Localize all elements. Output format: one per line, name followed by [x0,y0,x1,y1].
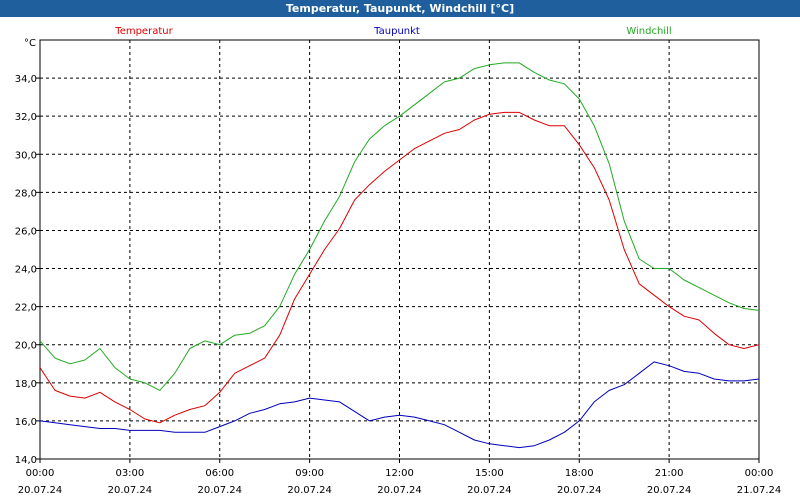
y-tick-label: 32,0 [15,112,37,123]
series-line-windchill [39,62,760,391]
x-tick-time-label: 12:00 [385,468,414,479]
x-tick-time-label: 00:00 [745,468,774,479]
chart-title: Temperatur, Taupunkt, Windchill [°C] [0,0,800,17]
legend-windchill: Windchill [626,26,671,37]
series-line-taupunkt [39,361,760,449]
x-tick-time-label: 03:00 [115,468,144,479]
y-tick-label: 26,0 [15,226,37,237]
x-tick-date-label: 20.07.24 [287,485,332,496]
x-tick-time-label: 09:00 [295,468,324,479]
x-tick-date-label: 20.07.24 [18,485,63,496]
x-tick-date-label: 20.07.24 [647,485,692,496]
y-tick-label: 16,0 [15,417,37,428]
x-tick-date-label: 20.07.24 [377,485,422,496]
y-tick-label: 22,0 [15,303,37,314]
y-tick-label: 28,0 [15,188,37,199]
y-tick-label: 30,0 [15,150,37,161]
y-tick-label: 20,0 [15,341,37,352]
series-line-temperatur [39,111,760,424]
y-tick-label: 34,0 [15,74,37,85]
x-tick-time-label: 00:00 [26,468,55,479]
x-tick-date-label: 20.07.24 [467,485,512,496]
legend-taupunkt: Taupunkt [373,26,420,37]
y-tick-label: 24,0 [15,265,37,276]
x-tick-time-label: 15:00 [475,468,504,479]
x-tick-date-label: 20.07.24 [197,485,242,496]
x-tick-date-label: 21.07.24 [737,485,782,496]
y-tick-label: 14,0 [15,455,37,466]
x-tick-time-label: 06:00 [205,468,234,479]
x-tick-date-label: 20.07.24 [557,485,602,496]
x-tick-date-label: 20.07.24 [108,485,153,496]
legend-temperatur: Temperatur [114,26,173,37]
y-axis-label: °C [24,38,36,49]
x-tick-time-label: 18:00 [565,468,594,479]
y-tick-label: 18,0 [15,379,37,390]
x-tick-time-label: 21:00 [655,468,684,479]
